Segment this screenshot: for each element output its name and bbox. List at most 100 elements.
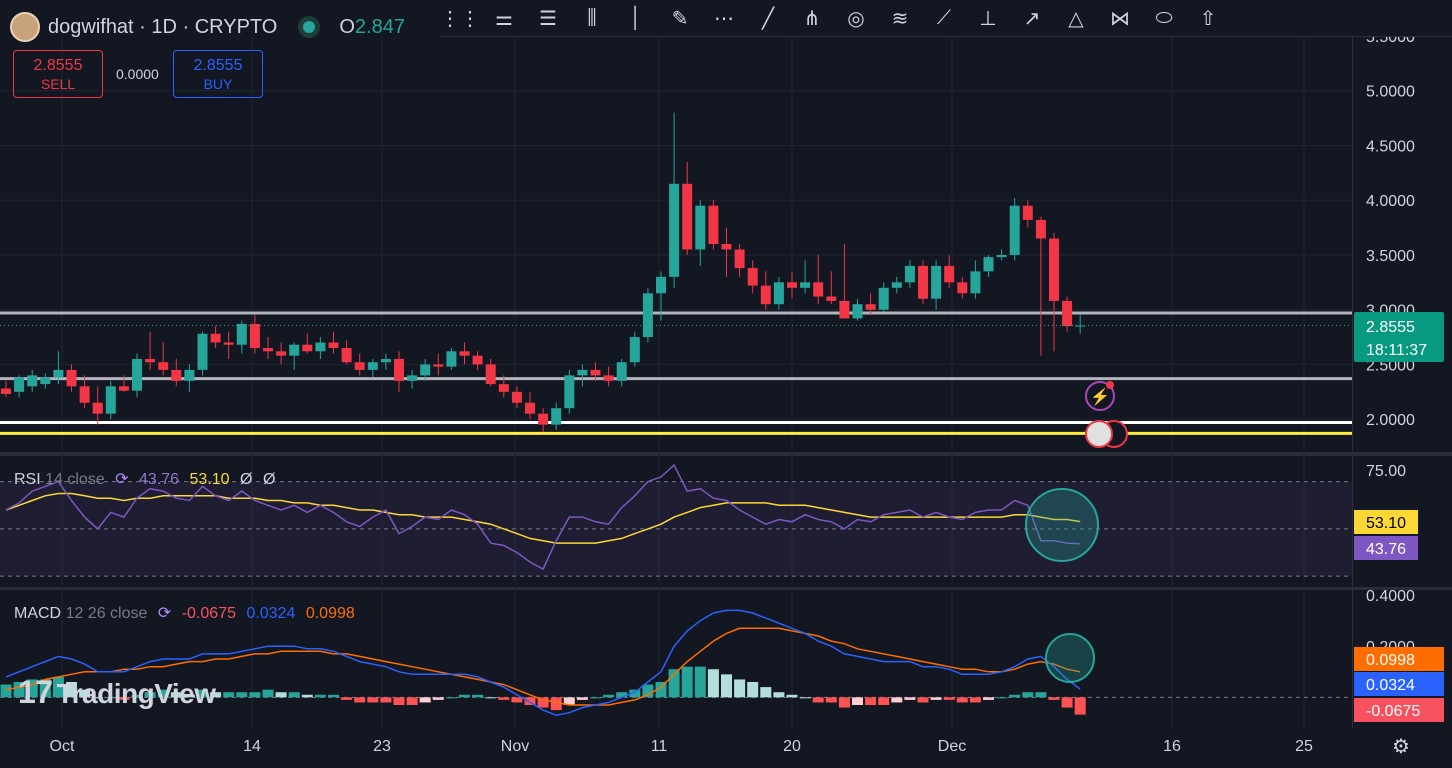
y-tick-label: 4.0000 (1366, 193, 1415, 210)
macd-legend[interactable]: MACD 12 26 close ⟳ -0.0675 0.0324 0.0998 (14, 603, 355, 623)
candle-body (970, 271, 981, 294)
gear-icon[interactable]: ⚙ (1392, 736, 1410, 758)
macd-histogram-bar (668, 669, 680, 698)
circle-target-icon[interactable]: ◎ (847, 7, 865, 30)
macd-histogram-bar (498, 697, 510, 700)
rsi-refresh-icon[interactable]: ⟳ (115, 471, 129, 488)
macd-histogram-bar (52, 676, 64, 698)
candle-body (302, 344, 313, 352)
pencil-icon[interactable]: ✎ (671, 7, 689, 30)
candle-body (538, 413, 549, 425)
macd-histogram-bar (144, 692, 156, 698)
candle-body (918, 265, 928, 299)
macd-histogram-bar (13, 682, 25, 698)
fib-icon[interactable]: ≋ (891, 7, 909, 30)
arrow-up-icon[interactable]: ⇧ (1199, 7, 1217, 30)
macd-histogram-bar (419, 697, 431, 703)
macd-highlight-circle (1045, 633, 1095, 683)
macd-histogram-bar (249, 692, 261, 698)
candle-body (14, 377, 25, 392)
rsi-legend[interactable]: RSI 14 close ⟳ 43.76 53.10 Ø Ø (14, 469, 275, 489)
macd-histogram-bar (943, 697, 955, 700)
tradingview-logo[interactable]: 17 TradingView (18, 674, 216, 711)
candle-body (433, 364, 444, 367)
align-icon[interactable]: ☰ (539, 7, 557, 30)
trend-line-icon[interactable]: ╱ (761, 7, 775, 30)
macd-histogram-bar (380, 697, 392, 703)
candle-body (1049, 238, 1059, 301)
macd-histogram-bar (170, 692, 182, 698)
rsi-ma-badge-label: 53.10 (1366, 515, 1406, 532)
macd-histogram-bar (210, 692, 222, 698)
macd-histogram-bar (878, 697, 890, 705)
y-tick-label: 3.5000 (1366, 248, 1415, 265)
macd-histogram-bar (288, 692, 300, 698)
macd-histogram-bar (105, 697, 117, 699)
rsi-value: 43.76 (139, 471, 180, 488)
macd-histogram-bar (393, 697, 405, 705)
candle-body (79, 386, 90, 403)
pattern-icon[interactable]: ⋈ (1110, 7, 1130, 30)
macd-histogram-bar (197, 689, 208, 698)
symbol-logo-icon[interactable] (10, 12, 40, 42)
candle-body (629, 337, 640, 363)
pitchfork-icon[interactable]: ⋔ (803, 7, 821, 30)
macd-histogram-bar (799, 697, 811, 699)
macd-histogram-bar (550, 697, 562, 711)
ohlc-prefix: O (339, 15, 355, 38)
macd-histogram-bar (917, 697, 929, 703)
candle-body (708, 205, 719, 244)
candle-body (760, 285, 771, 305)
macd-histogram-bar (39, 679, 51, 698)
macd-hist-value: -0.0675 (181, 605, 236, 622)
sell-button[interactable]: 2.8555 SELL (13, 50, 103, 98)
macd-histogram-bar (459, 694, 470, 698)
rsi-line (5, 463, 1081, 571)
macd-histogram-bar (576, 697, 588, 700)
macd-histogram-bar (485, 697, 497, 699)
settings-lines-icon[interactable]: ⚌ (495, 7, 513, 30)
brand-name: TradingView (56, 678, 216, 709)
grip-icon[interactable]: ⋮⋮ (440, 7, 480, 30)
macd-histogram-bar (956, 697, 968, 703)
rsi-lower-value: Ø (262, 471, 276, 488)
macd-signal-badge (1354, 647, 1444, 671)
macd-histogram-bar (66, 682, 77, 698)
anchor-icon[interactable]: ⊥ (979, 7, 997, 30)
vertical-line-icon[interactable]: │ (629, 6, 643, 29)
candle-body (669, 183, 680, 277)
macd-refresh-icon[interactable]: ⟳ (157, 605, 172, 622)
shape-icon[interactable]: ⬭ (1155, 6, 1173, 29)
buy-button[interactable]: 2.8555 BUY (173, 50, 263, 98)
macd-histogram-bar (341, 697, 353, 700)
brush-icon[interactable]: ⟋ (937, 6, 951, 29)
symbol-title[interactable]: dogwifhat · 1D · CRYPTO (48, 15, 278, 38)
macd-params: 12 26 close (65, 605, 148, 622)
dots-line-icon[interactable]: ⋯ (714, 7, 734, 30)
candle-body (315, 342, 326, 352)
candle-body (682, 183, 693, 250)
macd-histogram-bar (262, 689, 274, 698)
candle-body (957, 282, 968, 294)
macd-histogram-bar (969, 697, 981, 703)
candles-icon[interactable]: ⫼ (587, 6, 597, 29)
candle-body (236, 323, 247, 345)
x-tick-label: 16 (1163, 738, 1181, 755)
price-axis-border (1352, 36, 1353, 728)
macd-hist-badge-label: -0.0675 (1366, 703, 1420, 720)
candle-body (525, 402, 535, 414)
path-icon[interactable]: ↗ (1023, 7, 1041, 30)
drawing-toolbar: ⋮⋮ ⚌ ☰ ⫼ │ ✎ ⋯ ╱ ⋔ ◎ ≋ ⟋ ⊥ ↗ △ ⋈ ⬭ ⇧ (440, 0, 1452, 37)
rsi-ma-line (5, 492, 1081, 544)
last-price-badge (1354, 312, 1444, 362)
macd-histogram-bar (236, 692, 248, 698)
candle-body (354, 362, 365, 370)
candle-body (223, 342, 234, 345)
triangle-icon[interactable]: △ (1068, 7, 1084, 30)
candle-body (263, 348, 273, 352)
symbol-header: dogwifhat · 1D · CRYPTO O2.847 (10, 12, 405, 42)
candle-body (420, 364, 431, 376)
macd-histogram-bar (1061, 697, 1073, 708)
candle-body (656, 276, 666, 294)
